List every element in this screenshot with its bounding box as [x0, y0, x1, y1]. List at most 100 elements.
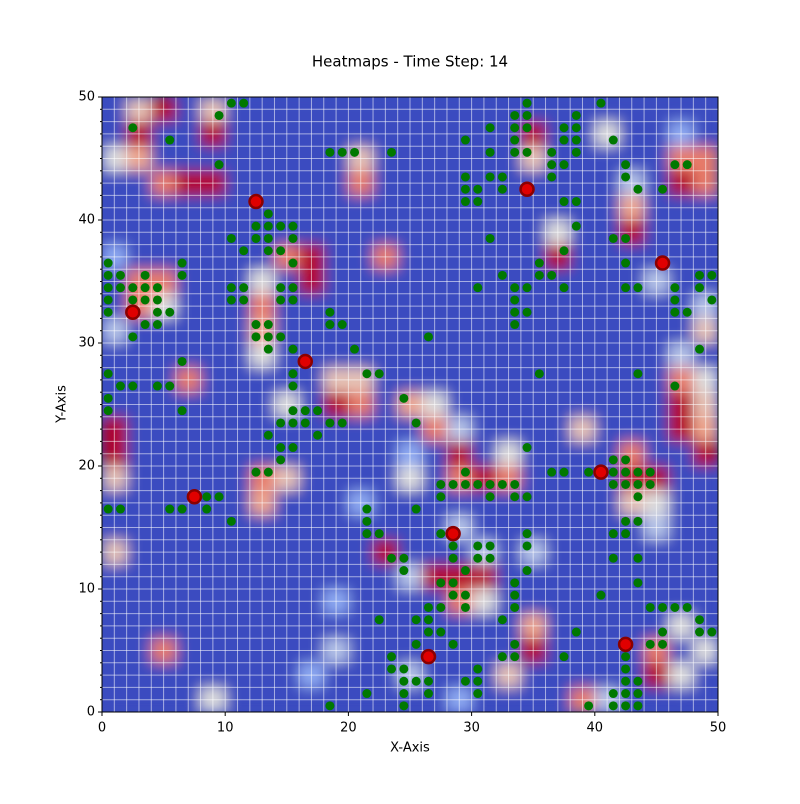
agent-point: [125, 304, 141, 320]
green-point: [559, 123, 569, 133]
green-point: [226, 283, 236, 293]
axes: 0 10 20 30 40 50 0 10 20 30 40 50: [78, 90, 726, 736]
green-point: [571, 221, 581, 231]
green-point: [707, 295, 717, 305]
green-point: [497, 615, 507, 625]
green-point: [621, 467, 631, 477]
markers: [103, 98, 717, 711]
green-point: [658, 184, 668, 194]
green-point: [300, 406, 310, 416]
green-point: [510, 307, 520, 317]
green-point: [140, 295, 150, 305]
green-point: [251, 320, 261, 330]
green-point: [584, 467, 594, 477]
green-point: [128, 123, 138, 133]
green-point: [214, 110, 224, 120]
y-tick-label: 30: [78, 336, 95, 351]
x-tick-label: 30: [463, 721, 480, 736]
green-point: [497, 172, 507, 182]
green-point: [115, 504, 125, 514]
green-point: [510, 479, 520, 489]
green-point: [165, 135, 175, 145]
green-point: [559, 467, 569, 477]
green-point: [226, 516, 236, 526]
green-point: [103, 295, 113, 305]
green-point: [522, 147, 532, 157]
green-point: [177, 258, 187, 268]
green-point: [288, 443, 298, 453]
green-point: [448, 590, 458, 600]
x-axis-label: X-Axis: [390, 741, 430, 756]
green-point: [682, 160, 692, 170]
green-point: [103, 393, 113, 403]
green-point: [140, 270, 150, 280]
green-point: [547, 467, 557, 477]
green-point: [263, 221, 273, 231]
green-point: [510, 492, 520, 502]
green-point: [423, 676, 433, 686]
green-point: [608, 135, 618, 145]
green-point: [152, 295, 162, 305]
green-point: [387, 147, 397, 157]
green-point: [103, 270, 113, 280]
green-point: [165, 381, 175, 391]
green-point: [621, 516, 631, 526]
green-point: [559, 246, 569, 256]
green-point: [658, 627, 668, 637]
green-point: [522, 98, 532, 108]
green-point: [608, 689, 618, 699]
green-point: [288, 233, 298, 243]
green-point: [423, 689, 433, 699]
green-point: [534, 369, 544, 379]
green-point: [263, 332, 273, 342]
green-point: [621, 652, 631, 662]
green-point: [423, 602, 433, 612]
green-point: [177, 504, 187, 514]
green-point: [423, 332, 433, 342]
green-point: [497, 652, 507, 662]
green-point: [288, 295, 298, 305]
green-point: [608, 553, 618, 563]
chart-title: Heatmaps - Time Step: 14: [312, 53, 508, 71]
green-point: [140, 320, 150, 330]
green-point: [522, 443, 532, 453]
green-point: [633, 467, 643, 477]
green-point: [621, 283, 631, 293]
green-point: [645, 639, 655, 649]
green-point: [362, 516, 372, 526]
green-point: [621, 258, 631, 268]
green-point: [621, 479, 631, 489]
green-point: [522, 110, 532, 120]
green-point: [608, 529, 618, 539]
green-point: [510, 602, 520, 612]
y-tick-label: 20: [78, 459, 95, 474]
green-point: [596, 98, 606, 108]
green-point: [608, 455, 618, 465]
green-point: [239, 98, 249, 108]
y-tick-label: 0: [87, 705, 95, 720]
green-point: [621, 172, 631, 182]
green-point: [460, 479, 470, 489]
green-point: [510, 578, 520, 588]
agent-point: [593, 464, 609, 480]
green-point: [350, 147, 360, 157]
green-point: [645, 479, 655, 489]
green-point: [411, 418, 421, 428]
green-point: [276, 246, 286, 256]
green-point: [202, 492, 212, 502]
green-point: [276, 295, 286, 305]
agent-point: [186, 489, 203, 505]
green-point: [177, 356, 187, 366]
green-point: [522, 283, 532, 293]
green-point: [510, 652, 520, 662]
green-point: [263, 467, 273, 477]
green-point: [621, 455, 631, 465]
agent-point: [445, 525, 461, 542]
green-point: [177, 406, 187, 416]
green-point: [288, 381, 298, 391]
green-point: [584, 701, 594, 711]
green-point: [103, 406, 113, 416]
green-point: [460, 197, 470, 207]
green-point: [276, 332, 286, 342]
